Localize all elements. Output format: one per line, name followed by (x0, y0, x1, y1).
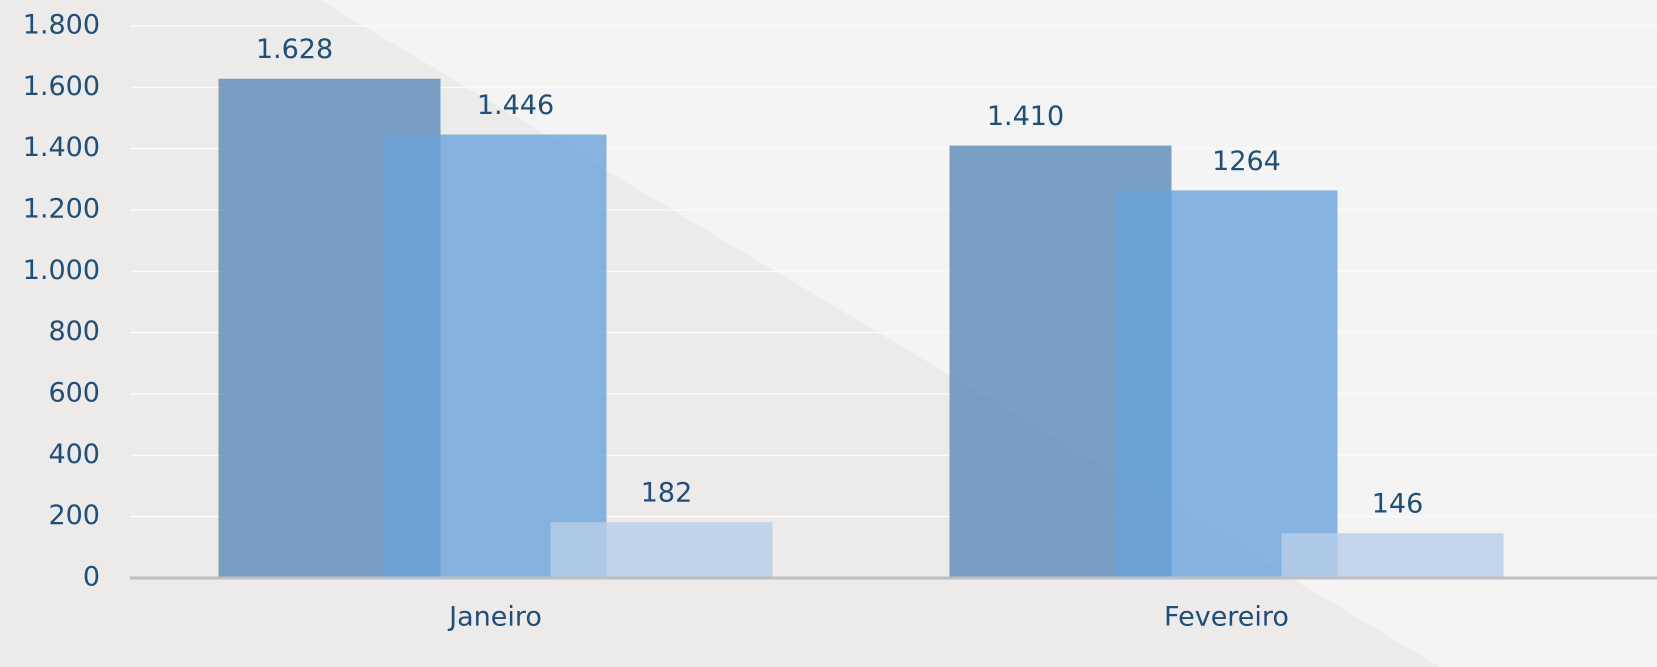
y-tick-label: 200 (48, 500, 100, 531)
y-tick-label: 1.400 (23, 132, 100, 163)
bar (1281, 533, 1504, 578)
x-tick-label: Janeiro (447, 602, 542, 633)
value-label: 1.446 (477, 90, 554, 121)
bar (384, 134, 607, 578)
value-label: 1264 (1212, 146, 1281, 177)
y-tick-label: 1.600 (23, 71, 100, 102)
value-label: 1.410 (987, 101, 1064, 132)
y-tick-label: 0 (83, 562, 100, 593)
value-label: 182 (641, 478, 693, 509)
y-tick-label: 800 (48, 316, 100, 347)
value-label: 1.628 (256, 34, 333, 65)
x-tick-label: Fevereiro (1164, 602, 1289, 633)
y-tick-label: 1.800 (23, 10, 100, 41)
value-label: 146 (1372, 489, 1424, 520)
bar (1115, 190, 1338, 578)
y-tick-label: 600 (48, 378, 100, 409)
bar (550, 522, 773, 578)
y-tick-label: 1.200 (23, 194, 100, 225)
y-tick-label: 400 (48, 439, 100, 470)
y-tick-label: 1.000 (23, 255, 100, 286)
